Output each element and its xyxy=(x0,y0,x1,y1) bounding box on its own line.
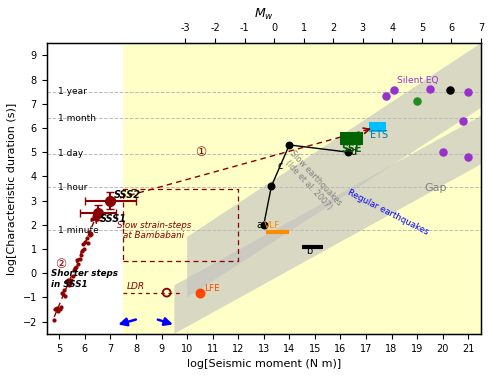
Point xyxy=(79,241,87,247)
Point xyxy=(61,293,69,299)
Point xyxy=(59,291,67,297)
Text: SSE: SSE xyxy=(342,144,362,154)
Text: Silent EQ: Silent EQ xyxy=(397,76,438,85)
Text: VLF: VLF xyxy=(264,221,280,230)
Point xyxy=(382,94,390,100)
Point xyxy=(91,212,99,218)
Text: Slow earthquakes
(Ide et al. 2007): Slow earthquakes (Ide et al. 2007) xyxy=(281,149,344,214)
Bar xyxy=(340,132,363,145)
Point xyxy=(285,142,293,148)
Point xyxy=(72,264,80,270)
Text: Slow strain-steps
at Bambabani: Slow strain-steps at Bambabani xyxy=(117,221,191,240)
Point xyxy=(86,232,94,238)
Point xyxy=(85,229,93,235)
Point xyxy=(93,216,101,222)
Text: Regular earthquakes: Regular earthquakes xyxy=(346,188,430,237)
Point xyxy=(413,99,421,105)
Point xyxy=(390,88,398,94)
Bar xyxy=(369,122,386,132)
Text: 1 month: 1 month xyxy=(58,114,96,123)
Point xyxy=(52,306,60,312)
Text: 1 day: 1 day xyxy=(58,149,83,158)
Text: d: d xyxy=(350,147,356,157)
Point xyxy=(78,248,86,254)
Point xyxy=(64,277,72,283)
Point xyxy=(73,257,81,263)
Point xyxy=(70,267,78,273)
Text: ETS: ETS xyxy=(370,130,388,140)
Point xyxy=(84,240,92,246)
Text: LFE: LFE xyxy=(204,284,220,293)
Point xyxy=(426,86,434,92)
Y-axis label: log[Characteristic duration (s)]: log[Characteristic duration (s)] xyxy=(7,102,17,274)
Point xyxy=(82,235,90,241)
X-axis label: $M_w$: $M_w$ xyxy=(254,7,274,22)
Text: 1 minute: 1 minute xyxy=(58,226,99,235)
Text: c: c xyxy=(278,161,283,171)
Point xyxy=(76,256,83,262)
X-axis label: log[Seismic moment (N m)]: log[Seismic moment (N m)] xyxy=(187,359,341,369)
Text: 1 year: 1 year xyxy=(58,87,87,96)
Point xyxy=(50,317,57,323)
Point xyxy=(90,213,98,219)
Text: Gap: Gap xyxy=(425,183,447,193)
Point xyxy=(260,222,268,228)
Polygon shape xyxy=(174,116,481,334)
Point xyxy=(464,154,472,160)
Point xyxy=(87,231,95,237)
Polygon shape xyxy=(123,43,481,334)
Point xyxy=(438,149,446,155)
Text: Shorter steps
in SSS1: Shorter steps in SSS1 xyxy=(51,269,118,288)
Point xyxy=(65,282,73,288)
Point xyxy=(55,306,63,312)
Point xyxy=(459,118,467,124)
Text: SSS1: SSS1 xyxy=(100,214,127,224)
Point xyxy=(344,149,352,155)
Point xyxy=(196,290,204,296)
Point xyxy=(82,239,89,245)
Point xyxy=(464,89,472,95)
Text: SSS2: SSS2 xyxy=(114,190,141,200)
Point xyxy=(58,290,66,296)
Point xyxy=(92,217,100,223)
Polygon shape xyxy=(187,43,481,297)
Point xyxy=(66,280,74,286)
Point xyxy=(54,305,61,311)
Point xyxy=(55,308,62,314)
Point xyxy=(81,246,88,252)
Point xyxy=(69,273,77,279)
Point xyxy=(268,183,275,189)
Text: 1 hour: 1 hour xyxy=(58,182,87,191)
Point xyxy=(75,261,82,267)
Point xyxy=(88,216,96,222)
Point xyxy=(71,265,79,271)
Point xyxy=(77,252,84,258)
Point xyxy=(163,290,170,296)
Point xyxy=(63,278,71,284)
Point xyxy=(446,88,454,94)
Text: b: b xyxy=(306,246,312,256)
Point xyxy=(60,287,68,293)
Point xyxy=(51,306,59,312)
Point xyxy=(57,304,65,310)
Text: ①: ① xyxy=(195,146,206,159)
Text: LDR: LDR xyxy=(127,282,145,291)
Point xyxy=(67,277,75,283)
Text: a: a xyxy=(257,220,263,230)
Text: ②: ② xyxy=(55,258,67,271)
